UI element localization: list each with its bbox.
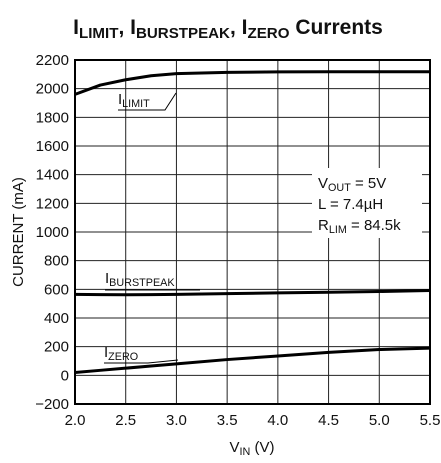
y-tick-label: 800 (44, 253, 69, 270)
annotation: VOUT = 5V (318, 175, 386, 194)
series-label-part: I (104, 344, 108, 361)
x-tick-label: 3.0 (166, 412, 187, 429)
x-tick-label: 2.0 (65, 412, 86, 429)
x-tick-label: 5.5 (420, 412, 441, 429)
y-tick-label: 2000 (36, 81, 69, 98)
y-tick-label: 400 (44, 310, 69, 327)
annotation-part: = 5V (351, 175, 386, 192)
annotation-part: OUT (328, 182, 351, 194)
y-tick-label: 1200 (36, 195, 69, 212)
chart-title-part: , I (230, 16, 248, 39)
chart-title-part: ZERO (248, 25, 290, 42)
annotation-part: LIM (329, 224, 347, 236)
y-tick-label: 1800 (36, 109, 69, 126)
y-tick-label: 2200 (36, 52, 69, 69)
series-label: IZERO (104, 344, 138, 363)
y-tick-label: 1400 (36, 167, 69, 184)
y-axis-label: CURRENT (mA) (10, 177, 27, 287)
series-line (74, 288, 431, 297)
x-axis-label-part: (V) (250, 439, 274, 456)
annotation: RLIM = 84.5k (318, 217, 401, 236)
chart-title-part: Currents (289, 16, 382, 39)
series-label-part: I (105, 270, 109, 287)
chart-title-part: , I (118, 16, 136, 39)
x-axis-label-part: IN (240, 446, 251, 458)
series-label: IBURSTPEAK (105, 270, 175, 289)
y-tick-label: 600 (44, 281, 69, 298)
x-tick-label: 2.5 (115, 412, 136, 429)
annotation-part: R (318, 217, 329, 234)
annotation-box (312, 168, 422, 238)
series-label-part: ZERO (108, 351, 138, 363)
series-label-part: I (118, 91, 122, 108)
series-line (74, 70, 430, 96)
annotation-part: = 84.5k (347, 217, 401, 234)
x-tick-label: 3.5 (217, 412, 238, 429)
series-line (74, 346, 431, 374)
x-tick-label: 4.5 (318, 412, 339, 429)
x-axis-label-part: V (230, 439, 240, 456)
x-tick-label: 5.0 (369, 412, 390, 429)
chart-title-part: LIMIT (79, 25, 119, 42)
series-label-part: BURSTPEAK (109, 277, 175, 289)
chart-title: ILIMIT, IBURSTPEAK, IZERO Currents (73, 16, 383, 42)
x-axis-label: VIN (V) (230, 439, 275, 458)
y-tick-label: 1000 (36, 224, 69, 241)
y-tick-label: 1600 (36, 138, 69, 155)
y-tick-label: −200 (35, 396, 69, 413)
annotation-part: V (318, 175, 328, 192)
label-leader (118, 92, 177, 111)
x-tick-label: 4.0 (267, 412, 288, 429)
annotation: L = 7.4µH (318, 196, 383, 213)
series-label-part: LIMIT (122, 98, 150, 110)
chart-title-part: BURSTPEAK (136, 25, 230, 42)
y-tick-label: 200 (44, 339, 69, 356)
annotation-part: L = 7.4µH (318, 196, 383, 213)
plot-border (74, 59, 431, 405)
chart-title-part: I (73, 16, 79, 39)
label-leader (104, 359, 179, 364)
series-label: ILIMIT (118, 91, 150, 110)
y-tick-label: 0 (61, 367, 69, 384)
